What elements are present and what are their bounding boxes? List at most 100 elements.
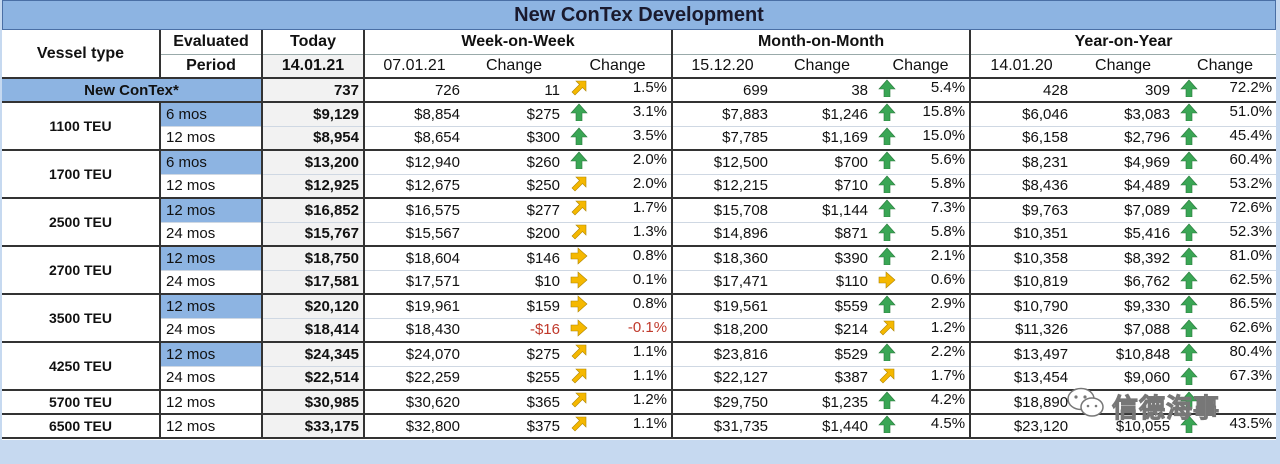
period-cell: 12 mos xyxy=(159,414,262,439)
header-today: Today xyxy=(261,30,364,55)
today-cell: $15,767 xyxy=(261,222,364,247)
wow-change-pct: 1.1% xyxy=(632,366,668,384)
mom-change-pct-cell: 7.3% xyxy=(872,198,971,223)
arrow-up-icon xyxy=(1180,295,1198,317)
mom-change-pct: 15.8% xyxy=(922,103,966,121)
wow-value-cell: $18,430 xyxy=(363,318,464,343)
wow-change-cell: $200 xyxy=(464,222,564,247)
arrow-up-icon xyxy=(1180,127,1198,148)
yoy-change-pct-cell: 72.6% xyxy=(1174,198,1277,223)
mom-change-pct: 5.6% xyxy=(930,151,966,169)
index-mom-value: 699 xyxy=(671,78,773,103)
yoy-change-pct: 51.0% xyxy=(1229,103,1273,121)
arrow-up-icon xyxy=(1180,343,1198,365)
mom-change-pct: 1.7% xyxy=(930,366,966,384)
mom-change-cell: $387 xyxy=(772,366,873,391)
wow-change-pct-cell: 2.0% xyxy=(564,174,673,199)
wow-change-cell: $275 xyxy=(464,102,564,127)
yoy-change-pct-cell: 67.3% xyxy=(1174,366,1277,391)
wow-change-pct: 0.8% xyxy=(632,295,668,313)
arrow-up-icon xyxy=(1180,319,1198,340)
table-row: 24 mos $22,514 $22,259 $255 1.1% $22,127 $387 1… xyxy=(2,366,1277,391)
header-wow-change: Change xyxy=(464,54,564,79)
wow-change-cell: $255 xyxy=(464,366,564,391)
today-cell: $24,345 xyxy=(261,342,364,367)
arrow-up-icon xyxy=(878,199,896,221)
yoy-change-pct-cell: 60.4% xyxy=(1174,150,1277,175)
arrow-up-icon xyxy=(878,79,896,100)
header-yoy-change: Change xyxy=(1072,54,1175,79)
wow-change-pct: 1.2% xyxy=(632,391,668,408)
table-row: 2500 TEU 12 mos $16,852 $16,575 $277 1.7% $15,… xyxy=(2,198,1277,247)
yoy-change-cell: $9,330 xyxy=(1072,294,1175,319)
mom-change-cell: $1,246 xyxy=(772,102,873,127)
mom-change-pct-cell: 15.8% xyxy=(872,102,971,127)
yoy-change-pct: 80.4% xyxy=(1229,343,1273,361)
mom-value-cell: $17,471 xyxy=(671,270,773,295)
mom-value-cell: $29,750 xyxy=(671,390,773,415)
arrow-up-icon xyxy=(878,295,896,317)
arrow-right-icon xyxy=(570,271,588,292)
mom-change-pct-cell: 1.7% xyxy=(872,366,971,391)
table-row: 1700 TEU 6 mos $13,200 $12,940 $260 2.0% $12,5… xyxy=(2,150,1277,199)
mom-change-pct: 5.8% xyxy=(930,222,966,240)
mom-change-cell: $1,235 xyxy=(772,390,873,415)
header-yoy-date: 14.01.20 xyxy=(969,54,1073,79)
yoy-change-pct: 43.5% xyxy=(1229,415,1273,432)
period-cell: 12 mos xyxy=(159,174,262,199)
today-cell: $17,581 xyxy=(261,270,364,295)
yoy-value-cell: $18,890 xyxy=(969,390,1073,415)
today-cell: $13,200 xyxy=(261,150,364,175)
yoy-change-cell: $7,089 xyxy=(1072,198,1175,223)
mom-change-cell: $1,144 xyxy=(772,198,873,223)
arrow-up-right-icon xyxy=(570,343,588,365)
header-mom-change: Change xyxy=(772,54,873,79)
arrow-up-right-icon xyxy=(878,367,896,388)
mom-value-cell: $7,785 xyxy=(671,126,773,151)
mom-change-pct-cell: 0.6% xyxy=(872,270,971,295)
arrow-up-right-icon xyxy=(878,319,896,340)
header-yoy-change-pct: Change xyxy=(1174,54,1277,79)
wow-change-pct-cell: 3.1% xyxy=(564,102,673,127)
header-year-on-year: Year-on-Year xyxy=(969,30,1277,55)
table-row: 12 mos $12,925 $12,675 $250 2.0% $12,215 $710 5… xyxy=(2,174,1277,199)
wow-change-cell: $375 xyxy=(464,414,564,439)
vessel-type-cell: 3500 TEU xyxy=(2,294,160,343)
wow-change-pct: -0.1% xyxy=(627,318,668,336)
index-yoy-pct: 72.2% xyxy=(1229,79,1273,96)
yoy-change-cell: $4,969 xyxy=(1072,150,1175,175)
mom-change-pct-cell: 2.2% xyxy=(872,342,971,367)
watermark-text: 信德海事 xyxy=(1111,394,1221,425)
arrow-up-icon xyxy=(1180,415,1198,436)
vessel-type-cell: 5700 TEU xyxy=(2,390,160,415)
today-cell: $9,129 xyxy=(261,102,364,127)
today-cell: $30,985 xyxy=(261,390,364,415)
yoy-change-pct: 62.5% xyxy=(1229,270,1273,288)
mom-value-cell: $12,500 xyxy=(671,150,773,175)
wow-value-cell: $30,620 xyxy=(363,390,464,415)
yoy-change-pct-cell: 52.3% xyxy=(1174,222,1277,247)
wow-change-cell: $300 xyxy=(464,126,564,151)
mom-change-pct-cell: 4.5% xyxy=(872,414,971,439)
mom-change-pct: 0.6% xyxy=(930,270,966,288)
mom-change-pct: 2.2% xyxy=(930,343,966,361)
table-row: 2700 TEU 12 mos $18,750 $18,604 $146 0.8% $18,… xyxy=(2,246,1277,295)
yoy-change-cell: $8,392 xyxy=(1072,246,1175,271)
wow-change-cell: $365 xyxy=(464,390,564,415)
index-wow-value: 726 xyxy=(363,78,464,103)
arrow-up-right-icon xyxy=(570,415,588,436)
mom-value-cell: $22,127 xyxy=(671,366,773,391)
arrow-up-icon xyxy=(878,391,896,412)
arrow-up-right-icon xyxy=(570,223,588,244)
index-wow-change: 11 xyxy=(464,78,564,103)
yoy-change-cell: $2,796 xyxy=(1072,126,1175,151)
yoy-change-cell: $10,055 xyxy=(1072,414,1175,439)
mom-change-pct-cell: 2.1% xyxy=(872,246,971,271)
vessel-type-cell: 2500 TEU xyxy=(2,198,160,247)
arrow-right-icon xyxy=(878,271,896,292)
wow-change-pct: 3.1% xyxy=(632,103,668,121)
mom-change-cell: $559 xyxy=(772,294,873,319)
index-label: New ConTex* xyxy=(2,78,262,103)
mom-change-cell: $214 xyxy=(772,318,873,343)
index-yoy-value: 428 xyxy=(969,78,1073,103)
